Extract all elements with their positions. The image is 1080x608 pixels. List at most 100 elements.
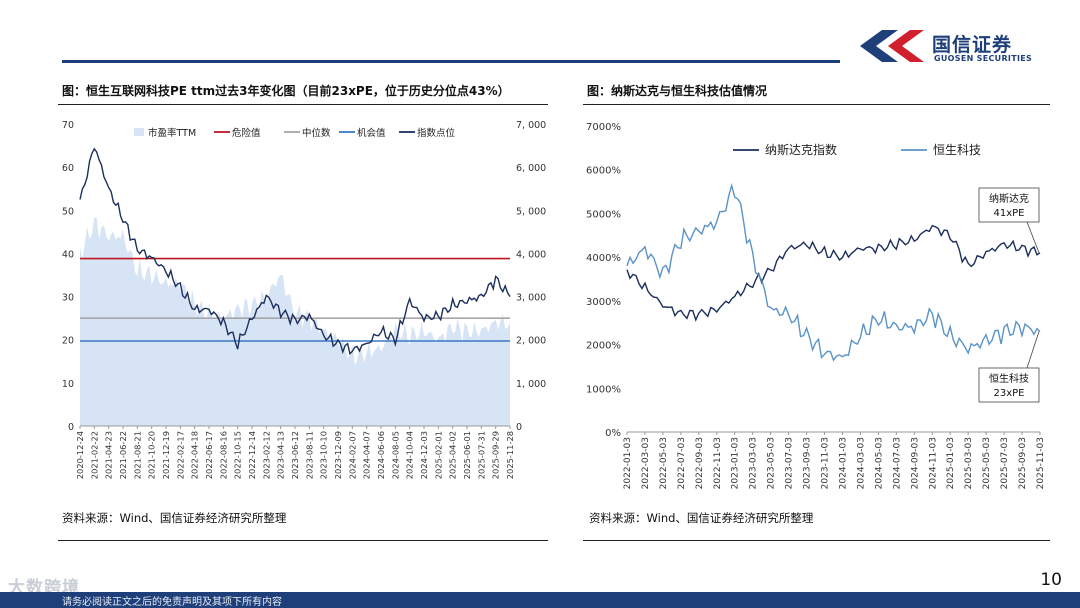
y-right-tick-label: 6, 000: [516, 163, 546, 174]
x-tick-label: 2025-07-03: [1000, 437, 1010, 489]
x-tick-label: 2025-07-31: [476, 431, 486, 479]
x-tick-label: 2022-06-17: [204, 431, 214, 479]
y-tick-label: 3000%: [586, 297, 621, 308]
x-tick-label: 2021-04-23: [104, 431, 114, 479]
x-tick-label: 2023-02-12: [261, 431, 271, 479]
right-source: 资料来源：Wind、国信证券经济研究所整理: [589, 511, 814, 525]
x-tick-label: 2024-07-03: [892, 437, 902, 489]
x-tick-label: 2022-10-15: [233, 431, 243, 479]
y-right-tick-label: 5, 000: [516, 206, 546, 217]
x-tick-label: 2021-06-22: [118, 431, 128, 479]
right-chart-title: 图：纳斯达克与恒生科技估值情况: [587, 84, 768, 98]
x-tick-label: 2023-11-03: [821, 437, 831, 489]
y-right-tick-label: 2, 000: [516, 336, 546, 347]
legend-label: 指数点位: [417, 127, 456, 139]
brand-name-en: GUOSEN SECURITIES: [934, 54, 1033, 63]
brand-logo-icon: [860, 30, 924, 62]
y-right-tick-label: 4, 000: [516, 249, 546, 260]
x-tick-label: 2024-12-03: [419, 431, 429, 479]
legend-label: 机会值: [357, 127, 386, 139]
x-tick-label: 2025-09-03: [1018, 437, 1028, 489]
legend-label: 纳斯达克指数: [765, 142, 837, 157]
y-tick-label: 4000%: [586, 253, 621, 264]
left-source: 资料来源：Wind、国信证券经济研究所整理: [62, 511, 287, 525]
x-tick-label: 2022-05-03: [659, 437, 669, 489]
annotation-label: 恒生科技: [989, 372, 1029, 385]
annotation-value: 41xPE: [994, 208, 1025, 219]
x-tick-label: 2023-06-12: [290, 431, 300, 479]
annotation-box: [978, 187, 1040, 223]
index-level-line: [79, 147, 511, 356]
x-tick-label: 2025-02-01: [433, 431, 443, 479]
x-tick-label: 2024-04-07: [362, 431, 372, 479]
y-right-tick-label: 7, 000: [516, 120, 546, 131]
x-tick-label: 2022-11-03: [713, 437, 723, 489]
left-title-rule: [58, 104, 548, 105]
x-tick-label: 2024-10-04: [405, 431, 415, 479]
y-left-tick-label: 30: [62, 293, 74, 304]
y-tick-label: 1000%: [586, 384, 621, 395]
legend-label: 中位数: [302, 127, 331, 139]
x-tick-label: 2022-09-03: [695, 437, 705, 489]
x-tick-label: 2025-11-03: [1036, 437, 1046, 489]
series-line-恒生科技: [626, 182, 1041, 362]
brand-name-cn: 国信证券: [932, 34, 1013, 56]
y-left-tick-label: 10: [62, 379, 74, 390]
x-tick-label: 2025-06-01: [462, 431, 472, 479]
y-left-tick-label: 60: [62, 163, 74, 174]
x-tick-label: 2022-03-03: [641, 437, 651, 489]
legend-swatch-市盈率TTM: [134, 128, 144, 136]
x-tick-label: 2021-02-22: [89, 431, 99, 479]
series-line-纳斯达克指数: [626, 224, 1041, 322]
left-chart: 0 10 20 30 40 50 60 70 0 1, 000 2, 000 3, 000 4, 000…: [62, 120, 546, 479]
y-right-tick-label: 1, 000: [516, 379, 546, 390]
x-tick-label: 2023-08-11: [304, 431, 314, 479]
x-tick-label: 2022-07-03: [677, 437, 687, 489]
annotation-leader: [1026, 331, 1040, 369]
y-tick-label: 7000%: [586, 122, 621, 133]
x-tick-label: 2024-03-03: [856, 437, 866, 489]
y-tick-label: 5000%: [586, 209, 621, 220]
x-tick-label: 2023-12-09: [333, 431, 343, 479]
x-tick-label: 2023-10-10: [319, 431, 329, 479]
x-tick-label: 2022-02-17: [175, 431, 185, 479]
y-tick-label: 2000%: [586, 341, 621, 352]
pe-ttm-area: [80, 217, 510, 426]
y-left-tick-label: 20: [62, 336, 74, 347]
x-tick-label: 2023-04-13: [276, 431, 286, 479]
right-chart: 0% 1000% 2000% 3000% 4000% 5000% 6000% 7000% 202…: [586, 122, 1046, 489]
x-tick-label: 2024-01-03: [838, 437, 848, 489]
y-tick-label: 0%: [605, 428, 621, 439]
footer-bar: [0, 592, 1080, 608]
x-tick-label: 2024-05-03: [874, 437, 884, 489]
annotation-leader: [1026, 221, 1040, 253]
x-tick-label: 2023-03-03: [749, 437, 759, 489]
header-rule: [62, 60, 840, 63]
left-chart-title: 图：恒生互联网科技PE ttm过去3年变化图（目前23xPE，位于历史分位点43…: [62, 84, 510, 98]
x-tick-label: 2023-07-03: [785, 437, 795, 489]
x-tick-label: 2022-08-16: [218, 431, 228, 479]
x-tick-label: 2024-08-05: [390, 431, 400, 479]
left-source-rule: [58, 540, 548, 541]
x-tick-label: 2021-12-19: [161, 431, 171, 479]
legend-label: 危险值: [232, 127, 261, 139]
x-tick-label: 2023-05-03: [767, 437, 777, 489]
x-tick-label: 2024-06-06: [376, 431, 386, 479]
x-tick-label: 2023-09-03: [803, 437, 813, 489]
x-tick-label: 2020-12-24: [75, 431, 85, 479]
x-tick-label: 2023-01-03: [731, 437, 741, 489]
x-tick-label: 2024-09-03: [910, 437, 920, 489]
x-tick-label: 2024-11-03: [928, 437, 938, 489]
y-left-tick-label: 0: [68, 422, 74, 433]
x-tick-label: 2025-05-03: [982, 437, 992, 489]
x-tick-label: 2022-01-03: [623, 437, 633, 489]
x-tick-label: 2025-09-29: [491, 431, 501, 479]
legend-label: 市盈率TTM: [148, 127, 196, 139]
x-tick-label: 2025-11-28: [505, 431, 515, 479]
right-title-rule: [583, 104, 1050, 105]
y-left-tick-label: 70: [62, 120, 74, 131]
annotation-label: 纳斯达克: [989, 192, 1029, 205]
y-left-tick-label: 50: [62, 206, 74, 217]
y-right-tick-label: 0: [516, 422, 522, 433]
x-tick-label: 2021-08-21: [132, 431, 142, 479]
